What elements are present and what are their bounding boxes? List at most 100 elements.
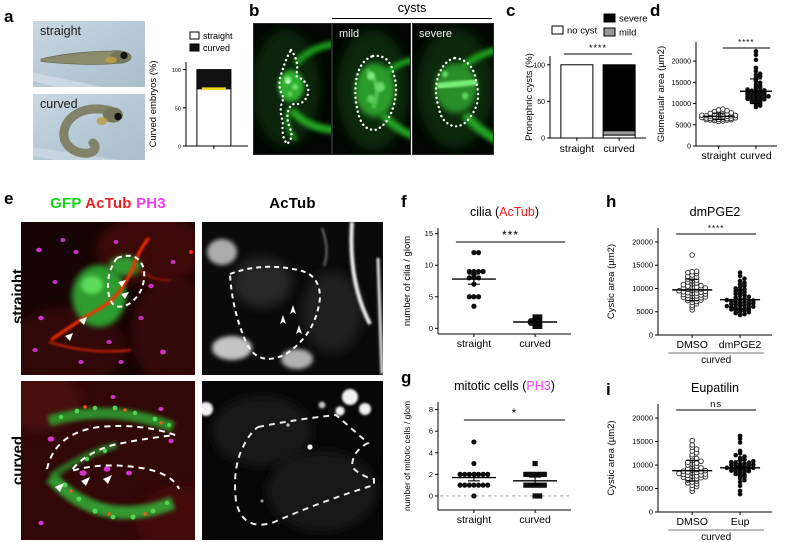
data-point bbox=[742, 454, 747, 459]
data-point bbox=[742, 280, 747, 286]
data-point bbox=[471, 250, 477, 256]
arrowheads bbox=[65, 280, 129, 341]
data-point bbox=[537, 493, 543, 499]
bright-specks bbox=[202, 389, 371, 503]
data-point bbox=[742, 276, 747, 282]
legend-swatch bbox=[189, 31, 200, 40]
panel-label-c: c bbox=[506, 1, 516, 20]
data-point bbox=[750, 462, 756, 467]
grayscale-actub-straight bbox=[202, 222, 383, 375]
photo-label-curved: curved bbox=[40, 97, 78, 111]
data-point bbox=[689, 268, 695, 275]
data-point bbox=[693, 446, 700, 452]
data-point bbox=[766, 94, 771, 99]
panel-label-h: h bbox=[606, 192, 617, 211]
data-point bbox=[471, 294, 477, 300]
fluorescence-merge-curved bbox=[21, 381, 195, 540]
data-point bbox=[728, 304, 734, 310]
bar-segment-mild bbox=[602, 130, 636, 136]
data-point bbox=[485, 471, 491, 477]
y-tick-label: 5000 bbox=[675, 122, 691, 129]
y-axis-label: number of cilia / glom bbox=[402, 236, 413, 326]
data-point bbox=[737, 440, 743, 445]
data-point bbox=[475, 482, 482, 488]
data-point bbox=[471, 493, 477, 499]
data-point bbox=[733, 452, 738, 458]
data-point bbox=[689, 437, 695, 444]
data-point bbox=[698, 465, 704, 471]
chart-title: mitotic cells (PH3) bbox=[454, 379, 555, 393]
ph3-channel-label: PH3 bbox=[136, 195, 166, 212]
data-point bbox=[532, 323, 538, 330]
y-tick-label: 100 bbox=[172, 68, 181, 74]
data-point bbox=[685, 269, 691, 276]
data-point bbox=[742, 477, 747, 483]
y-axis-label: Pronephric cysts (%) bbox=[524, 53, 535, 141]
data-point bbox=[475, 268, 482, 275]
x-group-label: curved bbox=[519, 338, 551, 350]
data-point bbox=[480, 268, 486, 275]
cyst-image-none bbox=[253, 23, 332, 155]
x-group-label: DMSO bbox=[676, 516, 708, 528]
panel-label-b: b bbox=[249, 1, 260, 20]
actub-puncta bbox=[69, 405, 163, 516]
glomerulus-dotted-outline bbox=[434, 56, 480, 128]
y-tick-label: 0 bbox=[178, 145, 181, 151]
y-tick-label: 0 bbox=[649, 331, 653, 340]
data-point bbox=[480, 471, 486, 477]
actub-column-header: AcTub bbox=[269, 195, 316, 212]
data-point bbox=[753, 72, 759, 78]
data-point bbox=[537, 314, 543, 320]
legend-swatch bbox=[189, 43, 200, 52]
y-tick-label: 8 bbox=[429, 405, 433, 414]
legend-swatch bbox=[603, 27, 616, 37]
data-point bbox=[737, 281, 743, 287]
y-tick-label: 20000 bbox=[632, 237, 653, 246]
mitotic-cells-chart: mitotic cells (PH3) 0 2 4 6 8 number of mitoti… bbox=[402, 379, 571, 526]
cysts-header: cysts bbox=[397, 1, 427, 15]
significance-label: **** bbox=[708, 224, 724, 233]
data-point bbox=[737, 479, 743, 485]
y-tick-label: 10 bbox=[425, 261, 433, 270]
curved-fish-body bbox=[59, 104, 116, 158]
data-point bbox=[757, 80, 763, 86]
data-point bbox=[746, 305, 752, 310]
y-tick-label: 10000 bbox=[632, 461, 653, 470]
data-point bbox=[693, 268, 700, 275]
straight-embryo-image bbox=[33, 21, 145, 87]
bar-segment-severe bbox=[602, 64, 636, 132]
y-tick-label: 4 bbox=[429, 448, 433, 457]
fluorescence-merge-straight bbox=[21, 222, 195, 375]
fish-eye bbox=[114, 112, 122, 121]
data-point bbox=[693, 460, 700, 466]
chart-title: dmPGE2 bbox=[690, 205, 741, 219]
data-point bbox=[746, 299, 752, 304]
x-group-label: DMSO bbox=[676, 339, 708, 351]
curved-embryo-image bbox=[33, 94, 145, 160]
data-point bbox=[471, 268, 477, 275]
data-point bbox=[742, 300, 747, 305]
x-group-label: straight bbox=[457, 338, 492, 350]
data-point bbox=[537, 323, 543, 330]
glomerulus-dashed-outline bbox=[46, 425, 180, 490]
data-point bbox=[737, 488, 743, 494]
group-label: curved bbox=[701, 355, 731, 365]
significance-label: *** bbox=[502, 228, 519, 242]
data-point bbox=[680, 282, 687, 288]
data-point bbox=[753, 49, 759, 54]
legend-swatch bbox=[551, 25, 564, 35]
glomerulus-dotted-outline bbox=[354, 54, 398, 132]
fluorescence-image-mild-cyst bbox=[333, 24, 410, 154]
dmpge2-cystic-area-chart: dmPGE2 0 5000 10000 15000 20000 Cystic area (µ… bbox=[606, 205, 772, 365]
y-tick-label: 0 bbox=[649, 508, 653, 517]
x-group-label: straight bbox=[457, 514, 492, 526]
bar-segment-straight bbox=[196, 88, 232, 147]
data-point bbox=[523, 471, 529, 477]
y-tick-label: 20000 bbox=[672, 59, 692, 66]
data-point bbox=[757, 71, 763, 77]
fish-eye bbox=[120, 51, 128, 60]
cyst-image-severe: severe bbox=[412, 23, 494, 155]
image-straight-actub bbox=[202, 222, 383, 375]
